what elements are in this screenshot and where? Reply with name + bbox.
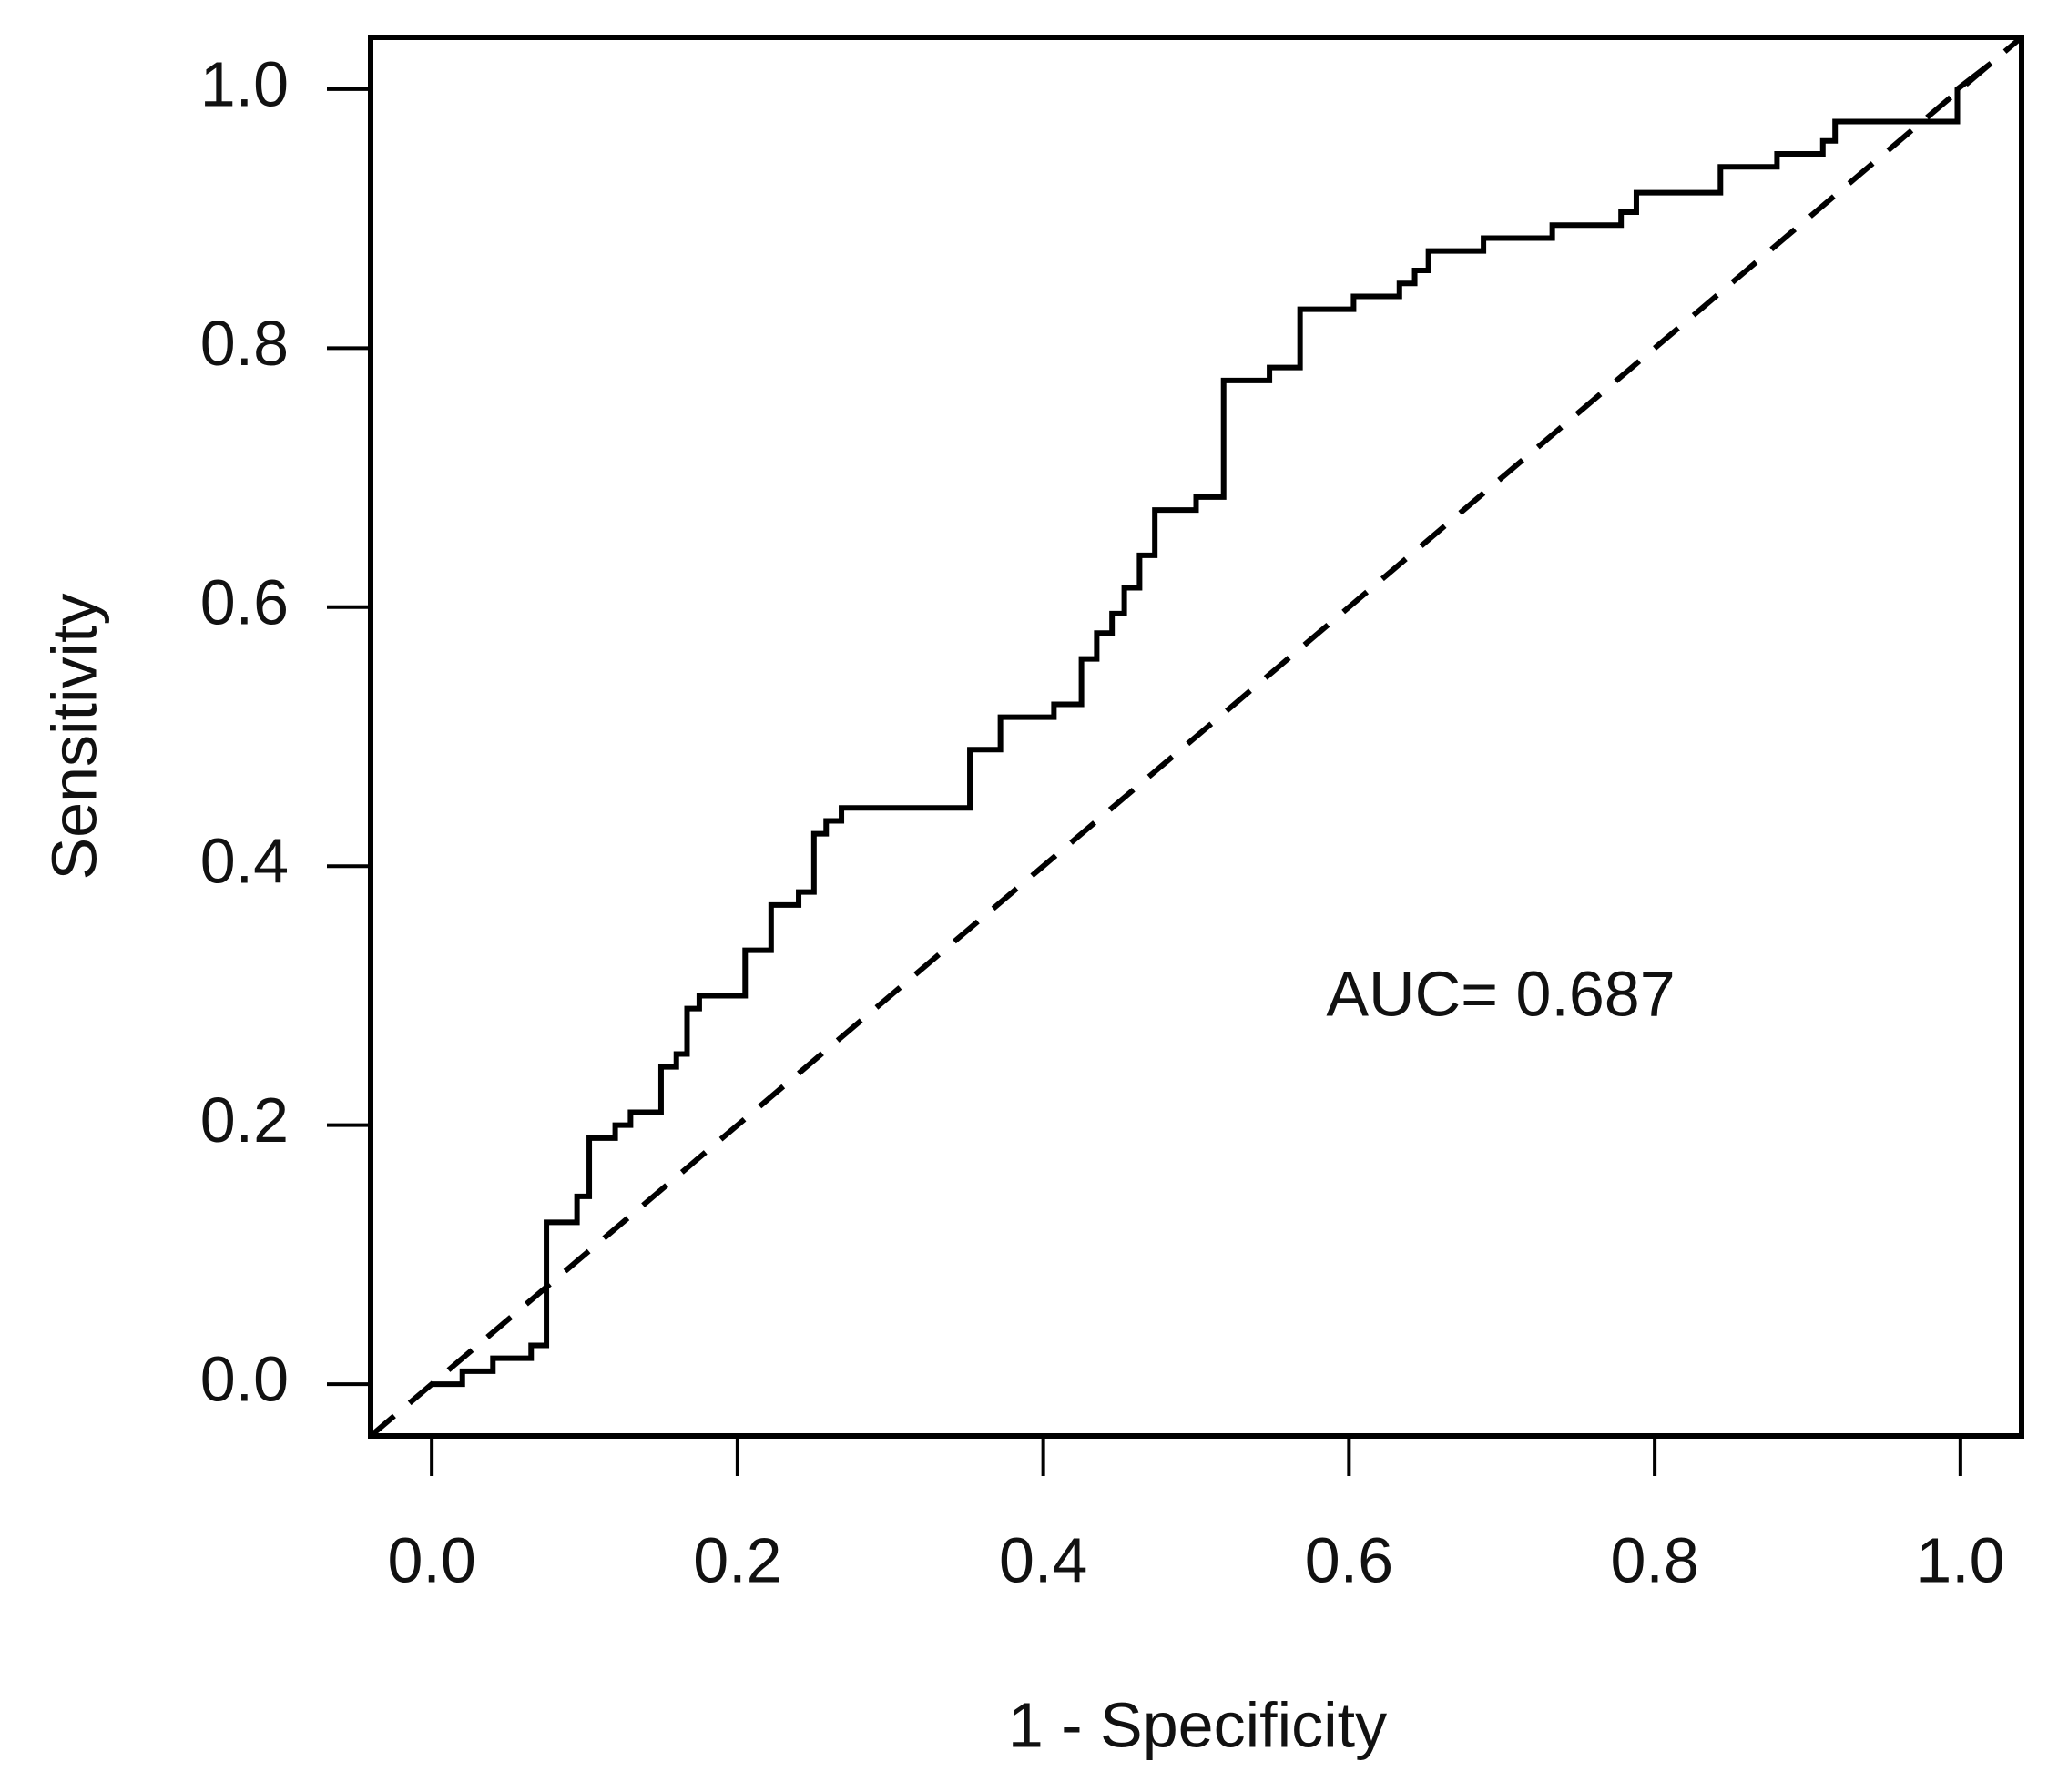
- x-tick-label: 0.2: [693, 1524, 781, 1595]
- y-tick-label: 1.0: [200, 48, 289, 119]
- y-tick-label: 0.2: [200, 1084, 289, 1156]
- x-tick-label: 0.6: [1305, 1524, 1393, 1595]
- y-tick-label: 0.8: [200, 308, 289, 379]
- auc-annotation: AUC= 0.687: [1326, 958, 1675, 1029]
- x-tick-label: 0.8: [1610, 1524, 1698, 1595]
- y-tick-label: 0.6: [200, 566, 289, 637]
- y-axis-label: Sensitivity: [38, 593, 109, 880]
- reference-diagonal: [369, 35, 2023, 1439]
- y-tick-label: 0.4: [200, 826, 289, 897]
- y-tick-label: 0.0: [200, 1344, 289, 1415]
- x-axis-label: 1 - Specificity: [1008, 1689, 1387, 1760]
- plot-frame: [368, 35, 2024, 1439]
- x-tick-label: 0.4: [999, 1524, 1087, 1595]
- x-tick-label: 1.0: [1916, 1524, 2004, 1595]
- x-tick-label: 0.0: [387, 1524, 475, 1595]
- roc-curve: [432, 61, 1993, 1388]
